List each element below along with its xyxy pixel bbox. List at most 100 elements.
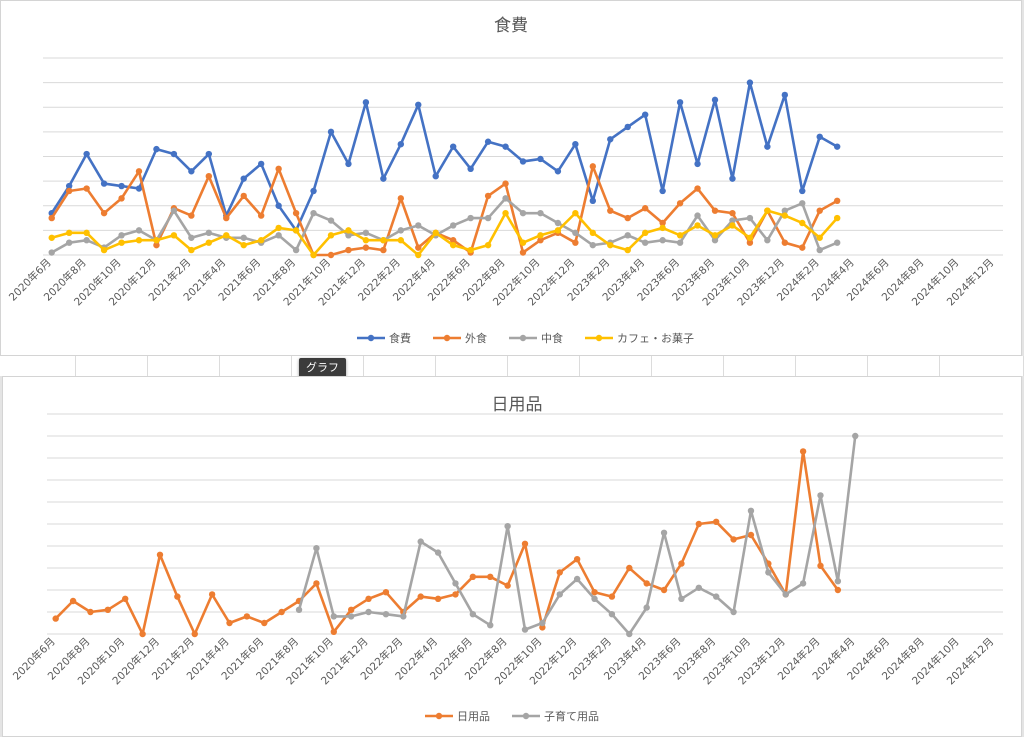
legend-swatch-marker	[595, 334, 603, 342]
data-point	[572, 229, 579, 237]
data-point	[327, 232, 335, 239]
household-goods-chart-panel[interactable]: 日用品 2020年6月 2020年8月 2020年10月 2020年12月 2021年2月…	[2, 376, 1022, 737]
data-point	[746, 239, 754, 246]
data-point	[711, 207, 719, 214]
sheet-cell[interactable]	[0, 356, 76, 376]
data-point	[484, 138, 492, 145]
data-point	[449, 143, 457, 150]
data-point	[607, 241, 614, 249]
data-point	[397, 195, 405, 202]
data-point	[48, 249, 55, 256]
data-point	[226, 619, 233, 627]
sheet-cell[interactable]	[868, 356, 940, 376]
data-point	[170, 150, 178, 158]
data-point	[205, 229, 213, 237]
data-point	[345, 246, 352, 254]
sheet-cell[interactable]	[436, 356, 508, 376]
series-line	[297, 435, 857, 636]
data-point	[589, 163, 597, 170]
data-point	[817, 492, 824, 499]
data-point	[519, 249, 527, 256]
data-point	[676, 239, 684, 246]
data-point	[834, 578, 842, 585]
legend-swatch-marker	[519, 334, 527, 342]
data-point	[729, 175, 736, 182]
data-point	[519, 209, 527, 217]
data-point	[711, 96, 719, 104]
data-point	[156, 551, 164, 558]
data-point	[659, 237, 666, 244]
data-point	[467, 165, 474, 173]
data-point	[257, 212, 265, 219]
data-point	[365, 608, 372, 616]
data-point	[345, 227, 352, 234]
sheet-cell[interactable]	[940, 356, 1024, 376]
data-point	[240, 192, 247, 200]
data-point	[539, 624, 546, 631]
data-point	[100, 209, 108, 217]
data-point	[833, 239, 841, 246]
legend-swatch-marker	[367, 334, 375, 342]
data-point	[607, 136, 614, 143]
data-point	[556, 591, 563, 598]
data-point	[469, 573, 477, 580]
legend-swatch-marker	[522, 712, 530, 720]
sheet-cell[interactable]	[292, 356, 364, 376]
data-point	[746, 214, 754, 222]
data-point	[711, 232, 719, 239]
data-point	[347, 613, 355, 620]
data-point	[539, 619, 546, 627]
data-point	[310, 209, 317, 217]
data-point	[434, 595, 442, 602]
data-point	[676, 200, 684, 207]
data-point	[330, 613, 337, 620]
data-point	[275, 232, 282, 239]
data-point	[65, 187, 73, 195]
data-point	[782, 591, 789, 598]
data-point	[362, 244, 370, 251]
data-point	[188, 246, 195, 254]
data-point	[122, 595, 129, 602]
data-point	[729, 222, 736, 229]
data-point	[730, 536, 737, 543]
data-point	[104, 606, 112, 613]
sheet-cell[interactable]	[508, 356, 580, 376]
sheet-cell[interactable]	[220, 356, 292, 376]
data-point	[781, 91, 789, 99]
series-line	[51, 197, 838, 254]
legend-label: 外食	[465, 331, 487, 345]
data-point	[659, 224, 666, 232]
data-point	[764, 143, 771, 150]
data-point	[521, 626, 529, 633]
data-point	[153, 145, 160, 153]
legend-label: 子育て用品	[544, 709, 599, 723]
data-point	[641, 239, 649, 246]
sheet-cell[interactable]	[580, 356, 652, 376]
data-point	[607, 207, 614, 214]
data-point	[188, 168, 195, 175]
data-point	[362, 229, 370, 237]
sheet-cell[interactable]	[364, 356, 436, 376]
data-point	[554, 227, 562, 234]
sheet-cell[interactable]	[76, 356, 148, 376]
sheet-cell[interactable]	[724, 356, 796, 376]
data-point	[257, 237, 265, 244]
data-point	[833, 214, 841, 222]
data-point	[678, 595, 685, 602]
food-chart-panel[interactable]: 食費 2020年6月 2020年8月 2020年10月 2020年12月 2021年2月 2…	[0, 0, 1022, 356]
data-point	[817, 562, 824, 569]
data-point	[589, 229, 597, 237]
sheet-cell[interactable]	[148, 356, 220, 376]
data-point	[747, 507, 755, 514]
data-point	[380, 246, 387, 254]
data-point	[746, 234, 754, 241]
data-point	[624, 246, 631, 254]
data-point	[417, 538, 424, 545]
data-point	[100, 246, 108, 254]
sheet-cell[interactable]	[796, 356, 868, 376]
data-point	[554, 219, 562, 227]
data-point	[573, 575, 581, 583]
data-point	[135, 227, 143, 234]
data-point	[641, 205, 649, 212]
sheet-cell[interactable]	[652, 356, 724, 376]
